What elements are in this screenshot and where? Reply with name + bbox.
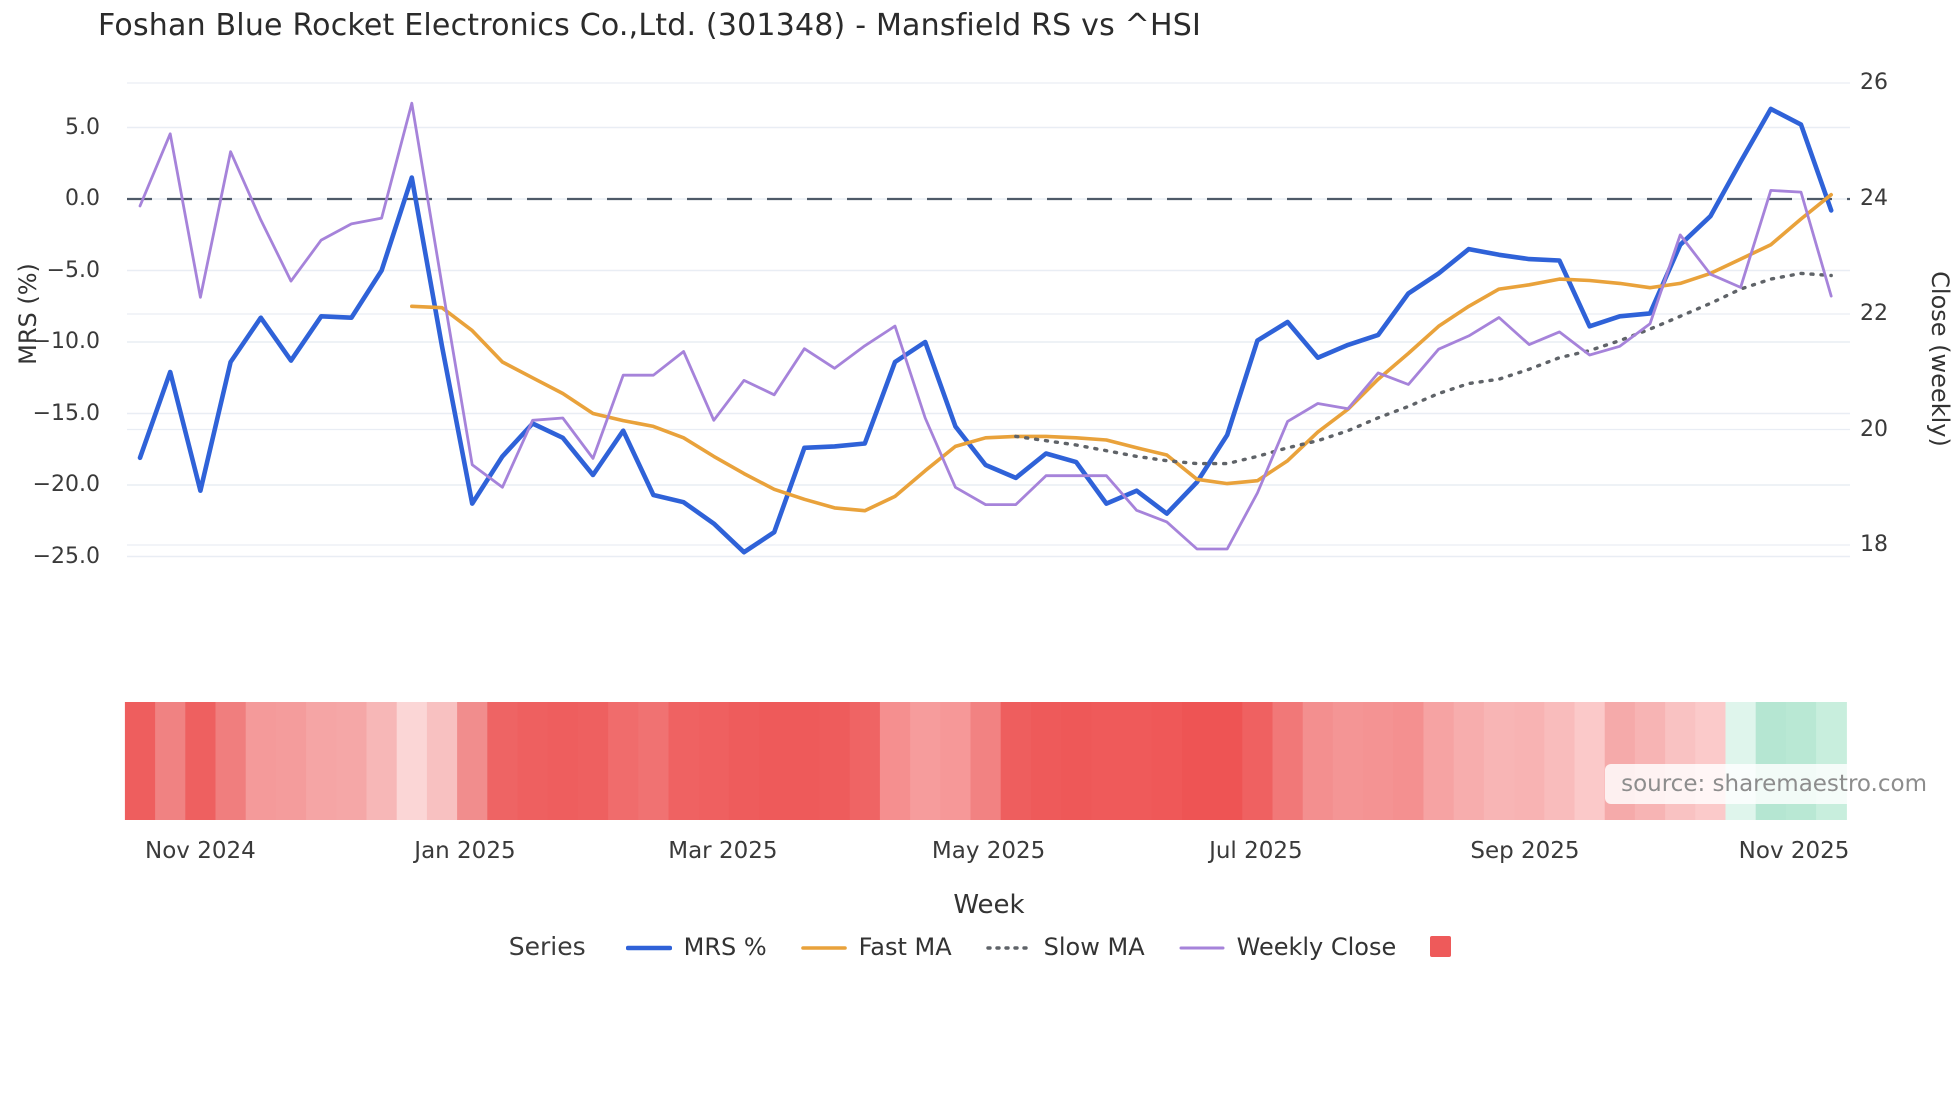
series-line-slow-ma [1014,271,1833,466]
heatmap-cell [215,702,247,820]
x-axis-title: Week [953,890,1025,920]
y-tick-label-left: −5.0 [46,257,100,283]
heatmap-cell [245,702,277,820]
heatmap-cell [1302,702,1334,820]
legend-title: Series [508,932,586,961]
heatmap-cell [789,702,821,820]
weekly-close-line-icon [1179,933,1225,961]
heatmap-cell [1121,702,1153,820]
slow-ma-dotted-line-icon [985,933,1032,961]
heatmap-cell [1574,702,1606,820]
heatmap-cell [608,702,639,820]
heatmap-cell [728,702,760,820]
heatmap-cell [1393,702,1425,820]
heatmap-cell [1091,702,1123,820]
heatmap-cell [940,702,972,820]
y-tick-label-right: 24 [1860,185,1888,211]
legend: Series MRS % Fast MA Slow MA Weekly Clos… [0,932,1960,961]
heatmap-cell [1453,702,1485,820]
series-line-weekly-close [138,101,1833,551]
heatmap-cell [759,702,790,820]
heatmap-cell [275,702,307,820]
heatmap-cell [1332,702,1364,820]
legend-item-label: Fast MA [858,932,952,961]
y-tick-label-right: 26 [1860,70,1888,95]
heatmap-cell [1212,702,1243,820]
legend-item-fast-ma: Fast MA [800,932,952,961]
heatmap-cell [396,702,428,820]
heatmap-swatch-icon [1430,936,1452,957]
fast-ma-line-icon [800,933,847,961]
legend-item-label: MRS % [683,932,767,961]
y-axis-label-left: MRS (%) [14,263,42,365]
x-tick-label: May 2025 [931,838,1046,864]
heatmap-cell [698,702,730,820]
heatmap-cell [1483,702,1515,820]
x-tick-label: Nov 2024 [145,838,256,864]
legend-item-slow-ma: Slow MA [985,932,1145,961]
heatmap-cell [306,702,337,820]
heatmap-cell [517,702,549,820]
heatmap-cell [124,702,156,820]
heatmap-cell [366,702,398,820]
heatmap-cell [819,702,851,820]
source-attribution: source: sharemaestro.com [1605,764,1943,804]
heatmap-cell [185,702,217,820]
legend-item-label: Weekly Close [1236,932,1397,961]
heatmap-cell [668,702,700,820]
heatmap-cell [849,702,881,820]
heatmap-cell [577,702,609,820]
y-tick-label-left: −20.0 [32,472,100,497]
heatmap-cell [1272,702,1304,820]
legend-item-label: Slow MA [1043,932,1145,961]
x-tick-label: Jul 2025 [1209,838,1303,864]
x-tick-label: Sep 2025 [1470,838,1580,864]
y-tick-label-right: 18 [1860,532,1888,557]
heatmap-cell [457,702,488,820]
heatmap-cell [1061,702,1092,820]
series-line-mrs- [137,106,1834,555]
heatmap-cell [1030,702,1062,820]
heatmap-cell [1000,702,1032,820]
y-tick-label-left: −15.0 [32,400,100,426]
series-line-fast-ma [409,192,1833,513]
x-tick-label: Jan 2025 [414,838,516,864]
heatmap-cell [1151,702,1183,820]
heatmap-cell [487,702,519,820]
y-tick-label-right: 20 [1860,416,1888,442]
legend-item-weekly-close: Weekly Close [1179,932,1397,961]
heatmap-cell [426,702,458,820]
y-tick-label-right: 22 [1860,301,1888,326]
heatmap-cell [1242,702,1274,820]
heatmap-cell [970,702,1002,820]
heatmap-cell [1181,702,1213,820]
x-tick-label: Mar 2025 [668,838,778,864]
heatmap-cell [1544,702,1576,820]
heatmap-cell [879,702,911,820]
y-tick-label-left: 5.0 [65,114,100,140]
heatmap-cell [910,702,941,820]
heatmap-cell [1514,702,1545,820]
legend-item-mrs: MRS % [625,932,767,961]
y-tick-label-left: 0.0 [65,186,100,211]
heatmap-cell [547,702,579,820]
chart-title: Foshan Blue Rocket Electronics Co.,Ltd. … [98,8,1202,43]
mrs-line-icon [625,933,672,961]
heatmap-cell [638,702,670,820]
heatmap-cell [1363,702,1394,820]
y-tick-label-left: −25.0 [32,543,100,569]
x-tick-label: Nov 2025 [1738,838,1850,864]
y-tick-label-left: −10.0 [32,329,100,354]
heatmap-cell [336,702,368,820]
heatmap-cell [155,702,186,820]
heatmap-cell [1423,702,1455,820]
